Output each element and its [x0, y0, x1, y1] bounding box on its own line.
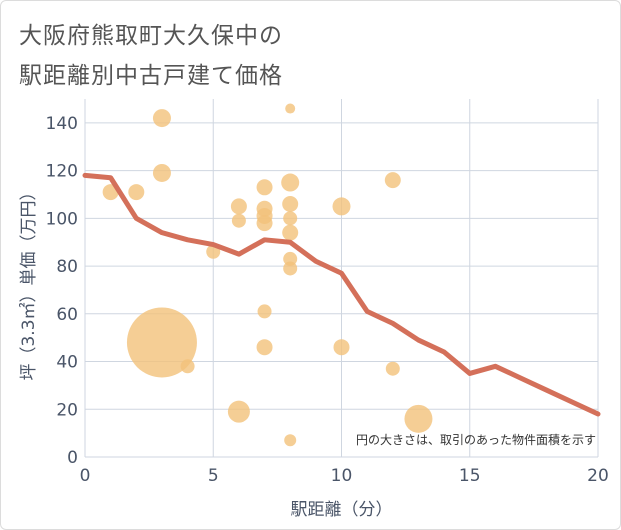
bubble-point	[285, 103, 296, 114]
x-tick-label: 5	[208, 466, 219, 486]
bubble-point	[281, 173, 300, 192]
x-tick-label: 10	[331, 466, 353, 486]
bubble-point	[256, 339, 273, 356]
bubble-point	[385, 361, 400, 376]
bubble-point	[128, 184, 145, 201]
bubble-point	[152, 109, 171, 128]
bubble-point	[227, 400, 250, 423]
x-tick-label: 15	[459, 466, 481, 486]
bubble-size-note: 円の大きさは、取引のあった物件面積を示す	[356, 432, 596, 447]
bubble-point	[333, 339, 350, 356]
bubble-point	[231, 213, 246, 228]
bubble-point	[256, 179, 273, 196]
y-tick-label: 120	[46, 162, 78, 182]
y-tick-label: 20	[56, 400, 78, 420]
y-axis-label: 坪（3.3㎡）単価（万円）	[19, 183, 39, 380]
y-tick-label: 80	[56, 257, 78, 277]
x-tick-label: 20	[587, 466, 609, 486]
trend-line	[82, 172, 601, 417]
bubble-point	[332, 197, 351, 216]
bubble-point	[152, 163, 171, 182]
trend-line-series	[82, 172, 601, 417]
bubble-point	[257, 304, 272, 319]
bubble-series	[102, 103, 433, 447]
y-tick-label: 0	[67, 448, 78, 468]
y-tick-label: 60	[56, 305, 78, 325]
bubble-point	[384, 172, 401, 189]
x-tick-label: 0	[80, 466, 91, 486]
chart-title-line-2: 駅距離別中古戸建て価格	[19, 63, 283, 89]
bubble-point	[284, 434, 297, 447]
grid	[84, 99, 599, 458]
y-tick-label: 140	[46, 114, 78, 134]
y-tick-label: 40	[56, 353, 78, 373]
bubble-point	[282, 224, 299, 241]
x-axis-label: 駅距離（分）	[291, 500, 393, 520]
bubble-point	[126, 307, 197, 378]
bubble-point	[283, 211, 298, 226]
bubble-point	[230, 198, 247, 215]
bubble-point	[256, 215, 273, 232]
y-tick-label: 100	[46, 209, 78, 229]
bubble-point	[282, 196, 299, 213]
axis-ticks: 0 20 40 60 80 100 120 140 0 5 10 15 20	[46, 114, 609, 486]
chart-title-line-1: 大阪府熊取町大久保中の	[19, 23, 283, 49]
bubble-point	[180, 359, 195, 374]
bubble-point	[404, 404, 433, 433]
bubble-point	[283, 261, 298, 276]
